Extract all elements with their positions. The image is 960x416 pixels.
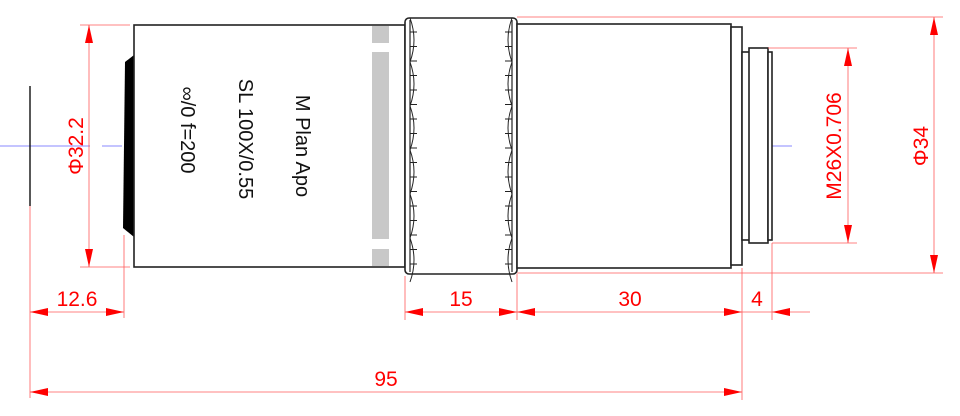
- shoulder: [730, 26, 743, 266]
- dim-total-length: 95: [30, 368, 742, 396]
- label-magnification: SL 100X/0.55: [234, 79, 256, 199]
- svg-text:12.6: 12.6: [57, 288, 98, 311]
- svg-text:4: 4: [751, 288, 763, 311]
- stripe: [372, 52, 389, 239]
- knurl-line: [507, 193, 513, 239]
- svg-text:15: 15: [449, 288, 472, 311]
- knurl-line: [409, 237, 415, 283]
- knurled-ring: [404, 17, 518, 283]
- dim-ring-length: 15: [405, 288, 517, 316]
- knurl-line: [507, 17, 513, 63]
- dim-thread-length: 4: [742, 288, 810, 316]
- svg-text:M26X0.706: M26X0.706: [823, 92, 846, 199]
- thread-end: [767, 51, 773, 241]
- label-tube: ∞/0 f=200: [176, 86, 198, 173]
- knurl-line: [507, 105, 513, 151]
- stripe: [372, 26, 389, 43]
- svg-text:30: 30: [618, 288, 641, 311]
- dim-working-distance: 12.6: [30, 288, 124, 316]
- extension-lines: [29, 16, 943, 400]
- dim-body-length: 30: [517, 288, 742, 316]
- label-model: M Plan Apo: [291, 95, 313, 197]
- knurl-line: [409, 193, 415, 239]
- svg-text:Φ32.2: Φ32.2: [65, 117, 88, 175]
- knurl-line: [507, 149, 513, 195]
- knurl-line: [507, 237, 513, 283]
- knurl-line: [409, 105, 415, 151]
- stripe: [372, 249, 389, 266]
- knurl-line: [507, 61, 513, 107]
- main-body: [516, 23, 732, 269]
- knurl-line: [409, 61, 415, 107]
- front-lens: [123, 55, 134, 237]
- knurl-line: [409, 17, 415, 63]
- front-barrel: [133, 24, 406, 268]
- dim-front-diameter: Φ32.2: [65, 25, 93, 267]
- knurl-line: [409, 149, 415, 195]
- svg-text:Φ34: Φ34: [910, 126, 933, 166]
- svg-text:95: 95: [374, 368, 397, 391]
- thread: [748, 47, 769, 244]
- dim-max-diameter: Φ34: [910, 17, 938, 273]
- dim-thread: M26X0.706: [823, 48, 852, 243]
